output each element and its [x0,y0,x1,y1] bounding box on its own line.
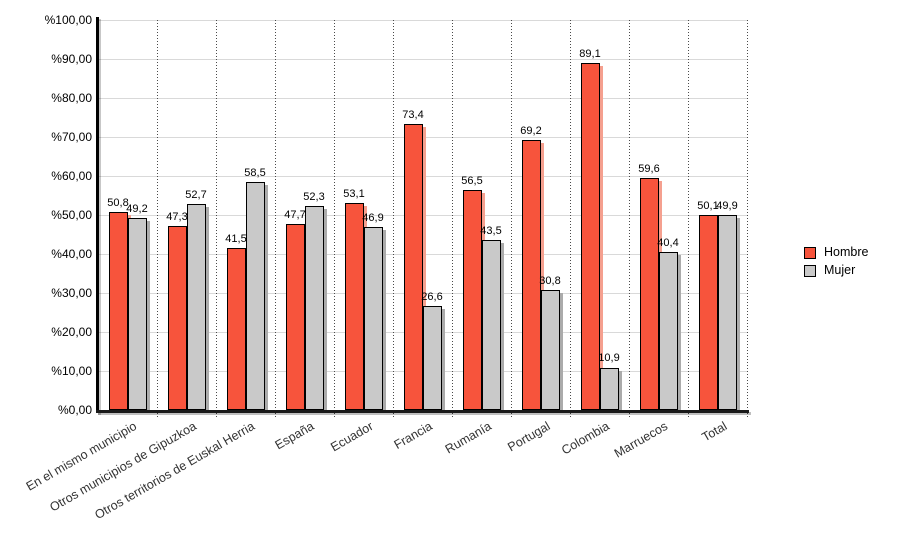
category-label: Portugal [505,419,553,455]
bar-value-label: 58,5 [244,166,266,179]
bar-value-label: 26,6 [421,291,443,304]
bar-hombre [108,211,128,410]
category-label: Total [699,419,730,445]
bar-hombre [521,140,541,410]
bar-value-label: 52,7 [185,189,207,202]
bar-value-label: 47,7 [284,208,306,221]
category-label: Francia [391,419,435,452]
bar-hombre [462,189,482,410]
category-label: España [272,419,317,453]
category-label: Marruecos [612,419,671,461]
category-label: Ecuador [328,419,376,455]
bar-hombre [226,248,246,410]
bar-value-label: 49,9 [716,200,738,213]
bar-value-label: 10,9 [598,352,620,365]
legend-item: Hombre [804,246,868,259]
y-axis-tick-label: %40,00 [51,247,92,261]
bar-hombre [167,225,187,410]
bar-mujer [658,252,678,410]
bar-mujer [363,227,383,410]
gridline [98,215,747,216]
bar-mujer [540,289,560,410]
bar-value-label: 30,8 [539,274,561,287]
legend-swatch-hombre [804,246,816,259]
category-separator-line [510,20,512,417]
plot-area: 50,8 49,2 47,3 52,7 41,5 58,5 47,7 52,3 53,1 46,9… [98,20,748,417]
category-separator-line [156,20,158,417]
bar-mujer [599,367,619,410]
bar-value-label: 59,6 [638,162,660,175]
bar-mujer [304,206,324,410]
category-separator-line [215,20,217,417]
y-axis-tick-label: %20,00 [51,325,92,339]
bar-value-label: 69,2 [520,125,542,138]
bar-hombre [639,177,659,410]
bar-value-label: 43,5 [480,225,502,238]
bar-value-label: 50,8 [107,196,129,209]
category-separator-line [746,20,748,417]
bar-value-label: 52,3 [303,191,325,204]
bar-hombre [403,123,423,410]
gridline [98,98,747,99]
category-separator-line [274,20,276,417]
gridline [98,176,747,177]
bar-value-label: 49,2 [126,203,148,216]
legend-swatch-mujer [804,264,816,277]
y-axis-tick-label: %10,00 [51,364,92,378]
bar-mujer [127,218,147,410]
legend-label: Hombre [824,245,869,259]
y-axis-tick-label: %30,00 [51,286,92,300]
bar-value-label: 53,1 [343,187,365,200]
category-label: Colombia [558,419,612,458]
category-separator-line [687,20,689,417]
y-axis-tick-label: %70,00 [51,130,92,144]
bar-value-label: 50,1 [697,199,719,212]
bar-mujer [186,204,206,410]
category-separator-line [392,20,394,417]
bar-value-label: 40,4 [657,237,679,250]
bar-value-label: 73,4 [402,108,424,121]
bar-value-label: 89,1 [579,47,601,60]
bar-value-label: 41,5 [225,233,247,246]
gridline [98,20,747,21]
bar-mujer [245,181,265,410]
y-axis-tick-label: %0,00 [57,403,92,417]
gridline [98,293,747,294]
x-axis-line [96,410,749,413]
bar-value-label: 47,3 [166,210,188,223]
bar-hombre [344,202,364,410]
y-axis-line [96,17,99,413]
gridline [98,137,747,138]
bar-value-label: 46,9 [362,212,384,225]
bar-mujer [422,306,442,410]
legend: Hombre Mujer [804,246,868,282]
bar-mujer [717,215,737,410]
gridline [98,59,747,60]
category-separator-line [628,20,630,417]
bar-mujer [481,240,501,410]
y-axis-tick-label: %90,00 [51,52,92,66]
gridline [98,254,747,255]
y-axis-tick-label: %100,00 [44,13,92,27]
category-label: Rumanía [442,419,494,457]
bar-hombre [285,223,305,410]
legend-item: Mujer [804,264,868,277]
category-separator-line [333,20,335,417]
bar-hombre [698,214,718,410]
bar-hombre [580,62,600,410]
bar-value-label: 56,5 [461,174,483,187]
legend-label: Mujer [824,263,856,277]
y-axis-tick-label: %80,00 [51,91,92,105]
y-axis-tick-label: %50,00 [51,208,92,222]
category-separator-line [569,20,571,417]
y-axis-tick-label: %60,00 [51,169,92,183]
category-separator-line [451,20,453,417]
